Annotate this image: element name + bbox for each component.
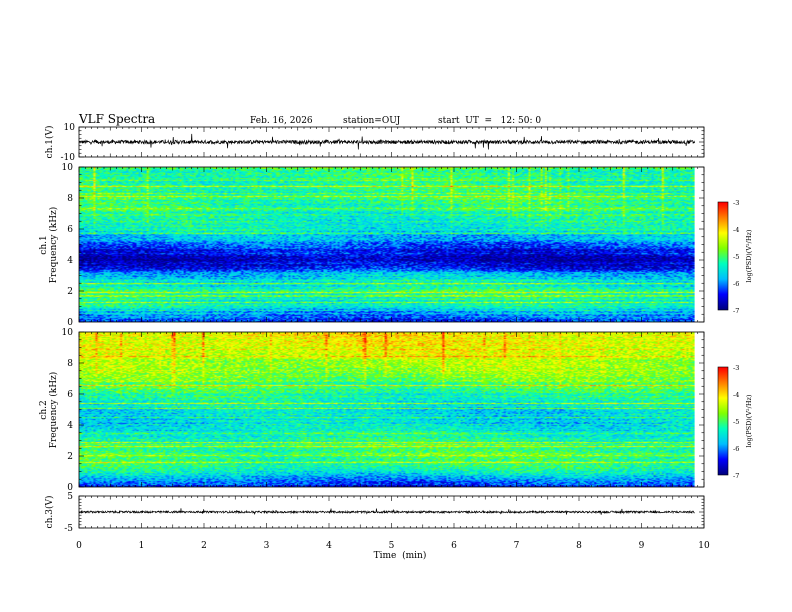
ch1-ytick-2: 2 bbox=[67, 287, 73, 297]
ch1-ytick-bottom: -10 bbox=[61, 153, 76, 163]
ch1-spectrogram-image bbox=[79, 167, 695, 322]
x-tick-label: 5 bbox=[389, 541, 395, 551]
ch1-ticks bbox=[78, 126, 705, 158]
ch2-spectrogram-panel: 0 2 4 6 8 10 ch.2 Frequency (kHz) bbox=[39, 328, 705, 493]
cb1-tick-4: -4 bbox=[733, 226, 739, 234]
ch1-ytick-0: 0 bbox=[67, 318, 73, 328]
figure-title: VLF Spectra bbox=[78, 112, 155, 126]
cb1-tick-7: -7 bbox=[733, 307, 739, 315]
ch2-ylabel-frequency: Frequency (kHz) bbox=[48, 372, 59, 449]
ch2-spectrogram-image bbox=[79, 332, 695, 487]
ch1-ylabel-channel: ch.1 bbox=[39, 235, 49, 254]
x-axis-tick-labels: 0 1 2 3 4 5 6 7 8 9 10 bbox=[76, 541, 710, 551]
ch1-ytick-6: 6 bbox=[67, 225, 73, 235]
cb2-tick-3: -3 bbox=[733, 364, 739, 372]
x-tick-label: 1 bbox=[139, 541, 145, 551]
x-tick-label: 9 bbox=[639, 541, 645, 551]
cb1-tick-5: -5 bbox=[733, 253, 739, 261]
cb2-tick-4: -4 bbox=[733, 391, 739, 399]
cb2-tick-6: -6 bbox=[733, 445, 739, 453]
ch1-spectrogram-ticks bbox=[78, 166, 705, 323]
ch3-trace-line bbox=[78, 508, 695, 516]
ch2-ytick-4: 4 bbox=[67, 421, 73, 431]
ch2-ytick-6: 6 bbox=[67, 390, 73, 400]
cb1-label: log(PSD)(V²/Hz) bbox=[745, 229, 753, 282]
ch3-ylabel: ch.3(V) bbox=[44, 496, 55, 529]
x-tick-label: 6 bbox=[451, 541, 457, 551]
ch2-colorbar-image bbox=[718, 367, 728, 475]
ch3-waveform-panel: 5 -5 ch.3(V) bbox=[44, 492, 705, 534]
ch3-ytick-bottom: -5 bbox=[64, 524, 73, 534]
header-start-ut: start UT = 12: 50: 0 bbox=[438, 116, 541, 126]
ch1-ytick-top: 10 bbox=[64, 123, 76, 133]
x-tick-label: 10 bbox=[698, 541, 710, 551]
ch2-ylabel-channel: ch.2 bbox=[39, 400, 49, 419]
cb1-tick-3: -3 bbox=[733, 199, 739, 207]
ch2-ytick-0: 0 bbox=[67, 483, 73, 493]
x-tick-label: 2 bbox=[201, 541, 207, 551]
ch1-ylabel-frequency: Frequency (kHz) bbox=[48, 207, 59, 284]
ch1-ytick-4: 4 bbox=[67, 256, 73, 266]
ch3-ytick-top: 5 bbox=[67, 492, 73, 502]
ch2-colorbar-frame bbox=[717, 366, 729, 476]
header-date: Feb. 16, 2026 bbox=[250, 116, 313, 126]
ch1-colorbar-image bbox=[718, 202, 728, 310]
cb2-tick-7: -7 bbox=[733, 472, 739, 480]
ch3-ticks bbox=[78, 495, 705, 529]
ch1-spectrogram-panel: 0 2 4 6 8 10 ch.1 Frequency (kHz) bbox=[39, 163, 705, 328]
x-tick-label: 0 bbox=[76, 541, 82, 551]
x-axis-label: Time (min) bbox=[374, 550, 427, 561]
ch1-trace-line bbox=[78, 133, 695, 150]
ch2-spectrogram-ticks bbox=[78, 331, 705, 488]
x-tick-label: 8 bbox=[576, 541, 582, 551]
ch2-ytick-8: 8 bbox=[67, 359, 73, 369]
ch1-ytick-8: 8 bbox=[67, 194, 73, 204]
header-station: station=OUJ bbox=[343, 116, 401, 126]
ch1-colorbar: -3 -4 -5 -6 -7 log(PSD)(V²/Hz) bbox=[717, 199, 753, 315]
x-tick-label: 4 bbox=[326, 541, 332, 551]
x-tick-label: 7 bbox=[514, 541, 520, 551]
ch2-ytick-10: 10 bbox=[62, 328, 74, 338]
ch1-ylabel: ch.1(V) bbox=[44, 126, 55, 159]
ch1-ytick-10: 10 bbox=[62, 163, 74, 173]
x-tick-label: 3 bbox=[264, 541, 270, 551]
cb2-label: log(PSD)(V²/Hz) bbox=[745, 394, 753, 447]
ch1-waveform-panel: 10 -10 ch.1(V) bbox=[44, 123, 705, 163]
ch2-ytick-2: 2 bbox=[67, 452, 73, 462]
ch1-colorbar-frame bbox=[717, 201, 729, 311]
cb1-tick-6: -6 bbox=[733, 280, 739, 288]
cb2-tick-5: -5 bbox=[733, 418, 739, 426]
ch2-colorbar: -3 -4 -5 -6 -7 log(PSD)(V²/Hz) bbox=[717, 364, 753, 480]
